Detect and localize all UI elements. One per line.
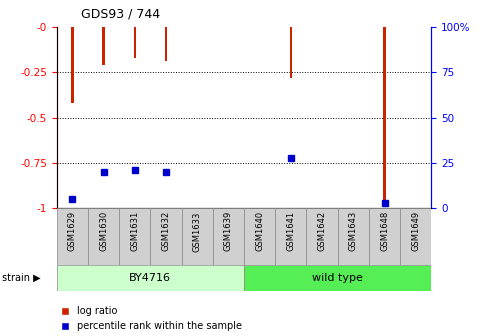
Text: GSM1640: GSM1640 [255,211,264,251]
Bar [165,27,167,61]
Bar [213,208,244,265]
Text: BY4716: BY4716 [129,273,172,283]
Bar [57,208,88,265]
Bar [383,27,386,201]
Bar [181,208,213,265]
Text: GSM1641: GSM1641 [286,211,295,251]
Text: GSM1633: GSM1633 [193,211,202,252]
Text: wild type: wild type [312,273,363,283]
Bar [102,27,105,65]
Text: GSM1648: GSM1648 [380,211,389,251]
Bar [71,27,73,103]
Legend: log ratio, percentile rank within the sample: log ratio, percentile rank within the sa… [62,306,242,331]
Text: GDS93 / 744: GDS93 / 744 [81,7,160,20]
Bar [150,208,181,265]
Bar [119,208,150,265]
Text: GSM1630: GSM1630 [99,211,108,251]
Bar [369,208,400,265]
Bar [275,208,307,265]
Text: GSM1639: GSM1639 [224,211,233,251]
Text: strain ▶: strain ▶ [2,273,41,283]
Bar [289,27,292,78]
Bar [400,208,431,265]
Text: GSM1629: GSM1629 [68,211,77,251]
Bar [244,265,431,291]
Bar [244,208,275,265]
Bar [338,208,369,265]
Bar [134,27,136,58]
Text: GSM1631: GSM1631 [130,211,139,251]
Text: GSM1649: GSM1649 [411,211,420,251]
Text: GSM1643: GSM1643 [349,211,358,251]
Bar [57,265,244,291]
Text: GSM1642: GSM1642 [317,211,326,251]
Bar [307,208,338,265]
Bar [88,208,119,265]
Text: GSM1632: GSM1632 [162,211,171,251]
